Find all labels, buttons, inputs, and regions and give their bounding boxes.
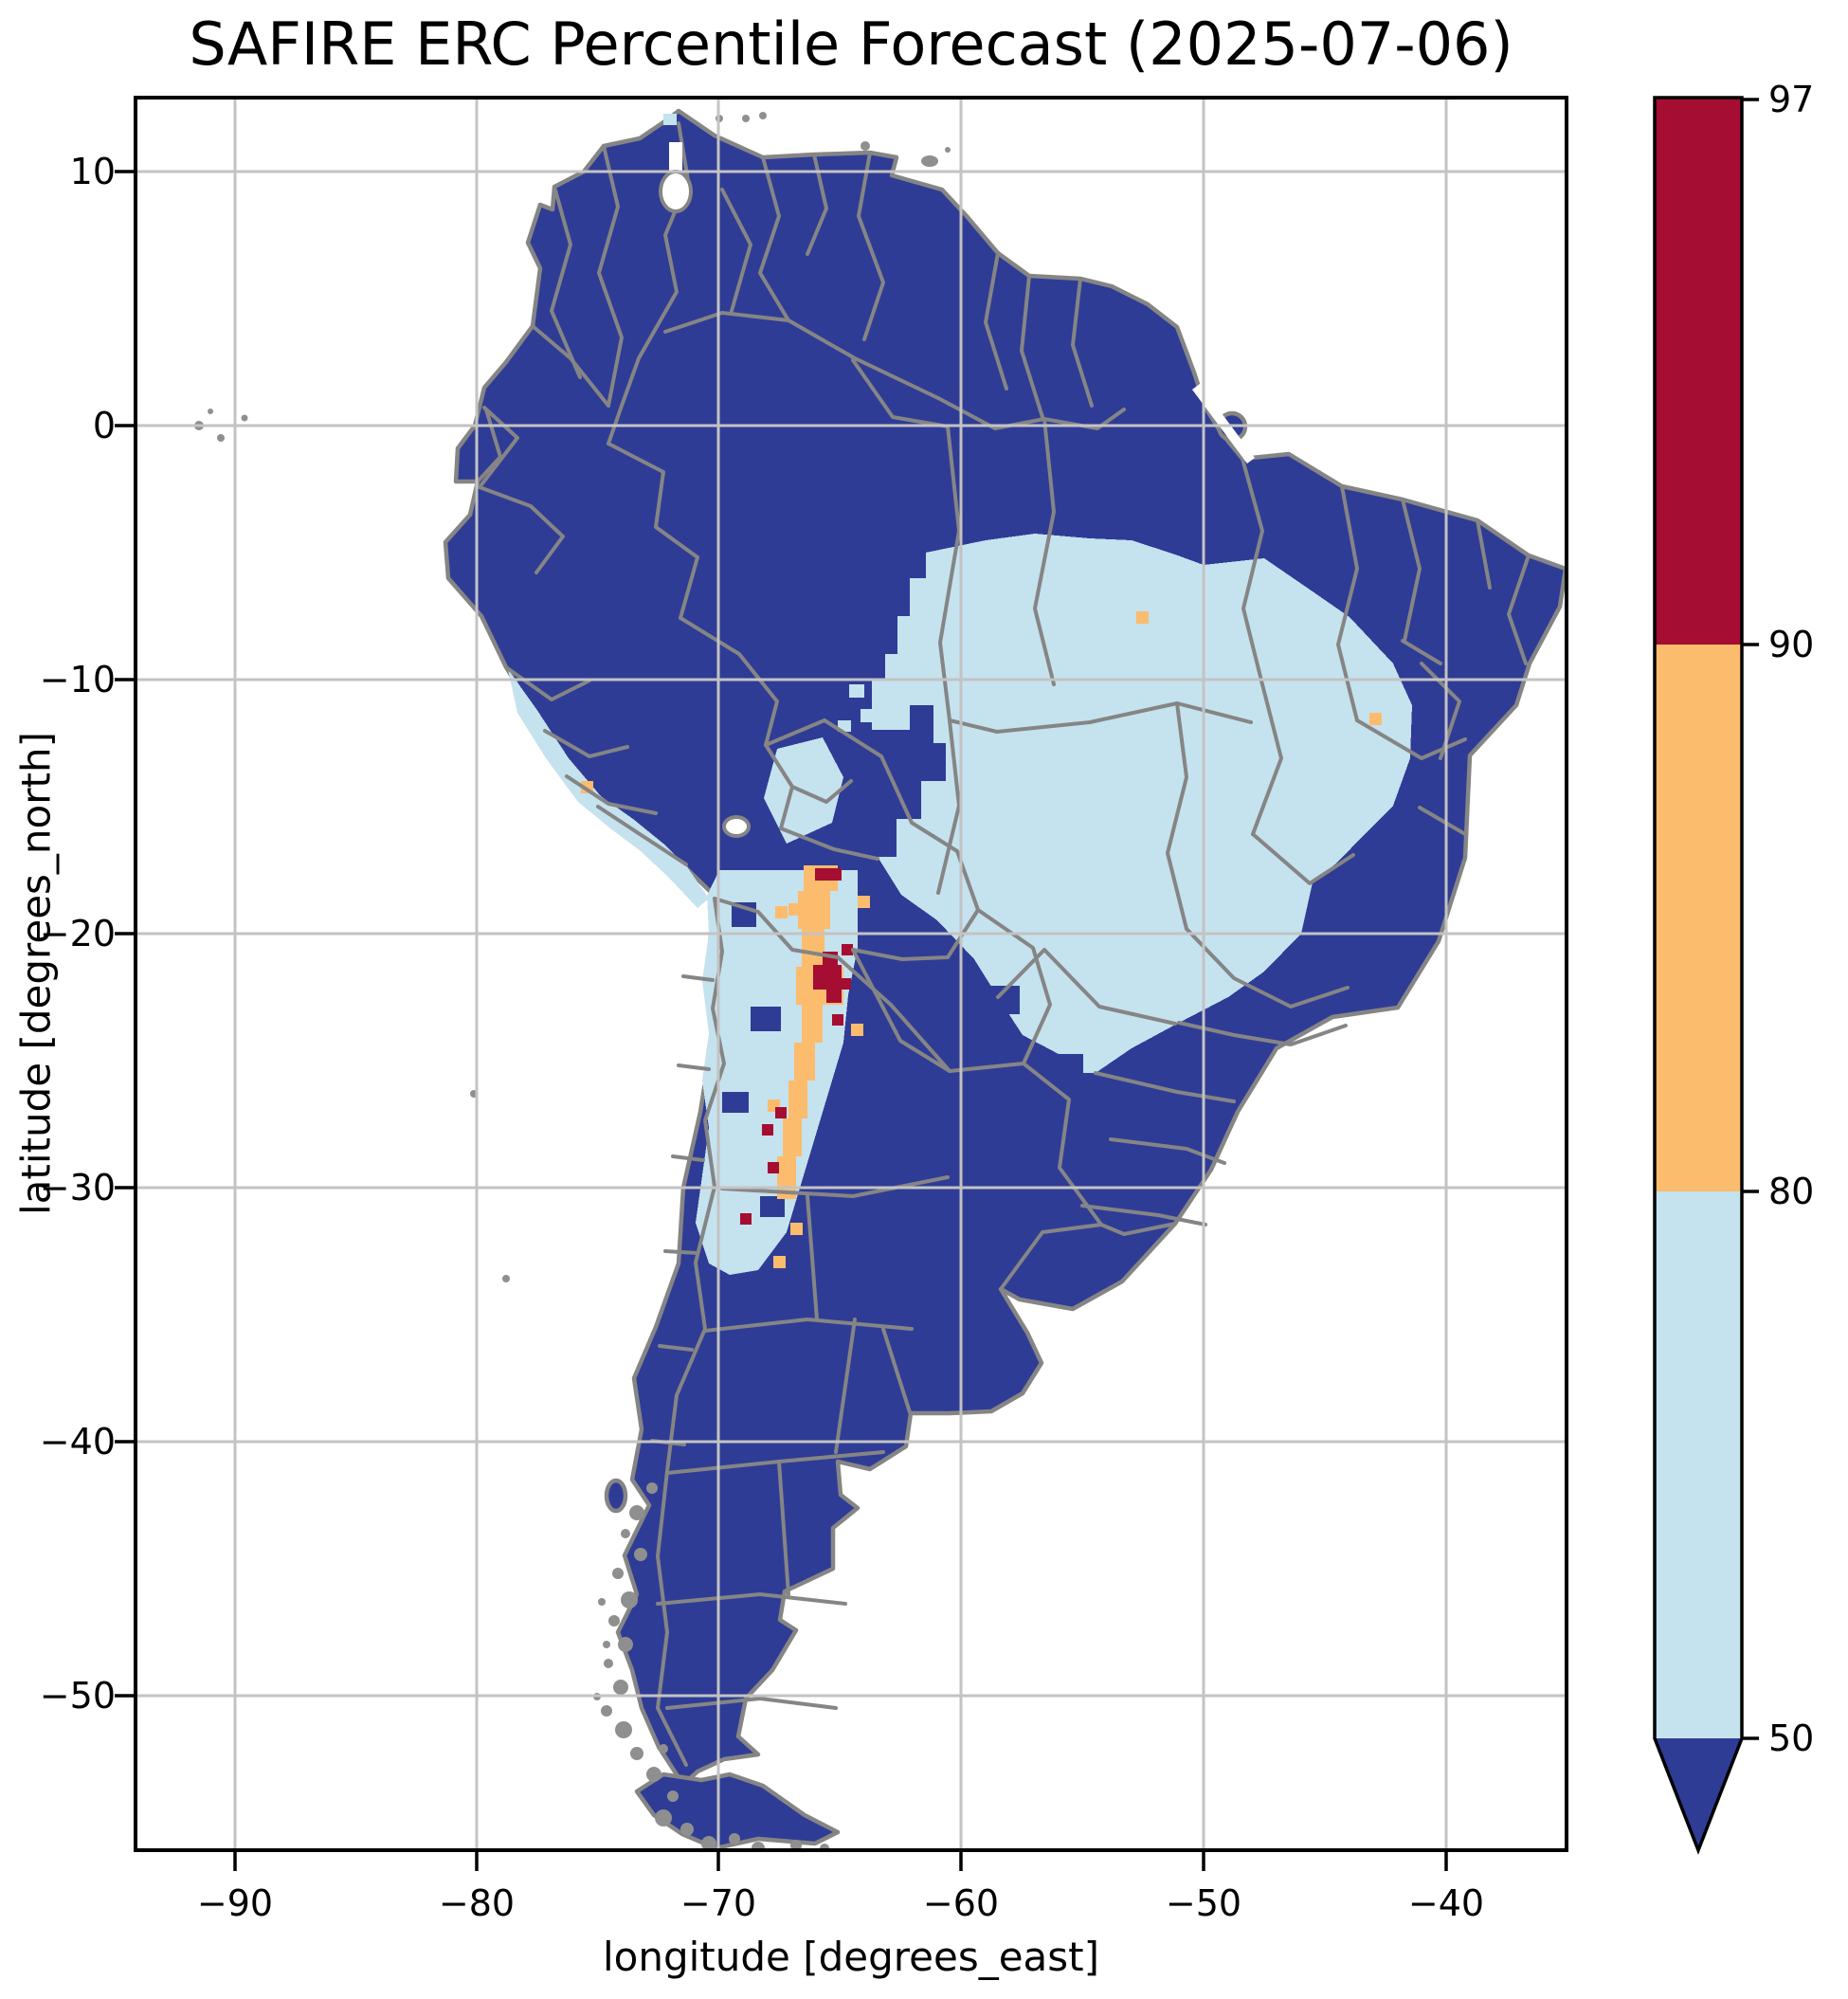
region-90-97-pixel xyxy=(740,1213,752,1225)
colorbar-segment-90-97 xyxy=(1655,98,1742,645)
region-50-80-central-brazil xyxy=(872,534,1412,1073)
y-tick-label: −20 xyxy=(39,913,116,954)
region-80-90-pixel xyxy=(788,903,801,916)
region-50-80-pixel xyxy=(849,684,864,698)
caribbean-island xyxy=(759,112,767,119)
x-tick-label: −80 xyxy=(438,1882,516,1924)
margarita-island xyxy=(861,141,870,151)
colorbar-outline xyxy=(1653,96,1744,1855)
below-50-hole xyxy=(751,1007,781,1031)
y-tick-label: −40 xyxy=(39,1421,116,1463)
region-90-97-pixel xyxy=(832,1014,843,1026)
region-90-97-pixel xyxy=(840,978,851,990)
trinidad-island xyxy=(921,155,938,167)
lake-maracaibo xyxy=(659,170,693,213)
x-tick-label: −70 xyxy=(679,1882,757,1924)
region-80-90-pixel xyxy=(775,906,788,918)
galapagos-island xyxy=(208,409,213,414)
galapagos-island xyxy=(241,414,248,422)
y-tick-marks xyxy=(115,170,136,1698)
colorbar-extend-min-arrow xyxy=(1655,1738,1742,1850)
region-90-97-pixel xyxy=(762,1124,773,1136)
colorbar-tick-label: 90 xyxy=(1768,624,1815,665)
x-tick-label: −40 xyxy=(1407,1882,1485,1924)
x-tick-label: −60 xyxy=(922,1882,1000,1924)
tobago-island xyxy=(945,147,951,153)
x-tick-label: −90 xyxy=(196,1882,274,1924)
colorbar-tick-label: 80 xyxy=(1768,1171,1815,1212)
region-80-90-pixel xyxy=(790,1223,803,1235)
lake-titicaca xyxy=(722,815,751,838)
axes-frame xyxy=(134,96,1568,1852)
galapagos-island xyxy=(217,434,225,442)
y-tick-label: 0 xyxy=(92,405,116,446)
region-80-90-pixel xyxy=(773,1256,786,1268)
chiloe-island xyxy=(604,1478,628,1514)
y-axis-label: latitude [degrees_north] xyxy=(12,732,60,1215)
colorbar xyxy=(1653,96,1759,1855)
below-50-hole xyxy=(840,1057,857,1072)
region-80-90-pixel xyxy=(851,1024,863,1036)
region-50-80-pixel xyxy=(654,853,667,864)
graticule-layer xyxy=(136,98,1567,1850)
y-tick-label: −30 xyxy=(39,1167,116,1208)
colorbar-segment-80-90 xyxy=(1655,645,1742,1191)
colorbar-tick-label: 50 xyxy=(1768,1717,1815,1759)
colorbar-tick-label: 97 xyxy=(1768,79,1815,120)
region-50-80-pixel xyxy=(861,709,876,722)
region-80-90-pixel xyxy=(1369,713,1382,725)
region-90-97-pixel xyxy=(815,868,842,881)
x-axis-label: longitude [degrees_east] xyxy=(602,1934,1100,1980)
pacific-island xyxy=(502,1275,510,1282)
below-50-hole xyxy=(760,1196,785,1217)
amazon-river-mouth xyxy=(1191,384,1256,463)
region-90-97-pixel xyxy=(813,965,842,990)
region-80-90-andes-strip xyxy=(777,865,843,1199)
below-50-hole xyxy=(722,1092,749,1113)
y-tick-label: −50 xyxy=(39,1675,116,1717)
colorbar-tick-marks xyxy=(1742,98,1759,1740)
region-90-97-pixel xyxy=(768,1162,779,1173)
caribbean-island xyxy=(742,115,750,122)
region-90-97-pixel xyxy=(826,990,842,1003)
region-90-97-pixel xyxy=(842,944,853,955)
x-tick-label: −50 xyxy=(1165,1882,1242,1924)
y-tick-label: 10 xyxy=(69,151,116,192)
region-80-90-pixel xyxy=(1136,611,1149,624)
region-50-80-pixel xyxy=(663,114,677,125)
plot-title: SAFIRE ERC Percentile Forecast (2025-07-… xyxy=(189,9,1513,79)
x-tick-marks xyxy=(233,1850,1448,1871)
region-90-97-pixel xyxy=(775,1107,787,1118)
colorbar-segment-50-80 xyxy=(1655,1191,1742,1738)
region-80-90-pixel xyxy=(858,896,870,908)
y-tick-label: −10 xyxy=(39,659,116,700)
